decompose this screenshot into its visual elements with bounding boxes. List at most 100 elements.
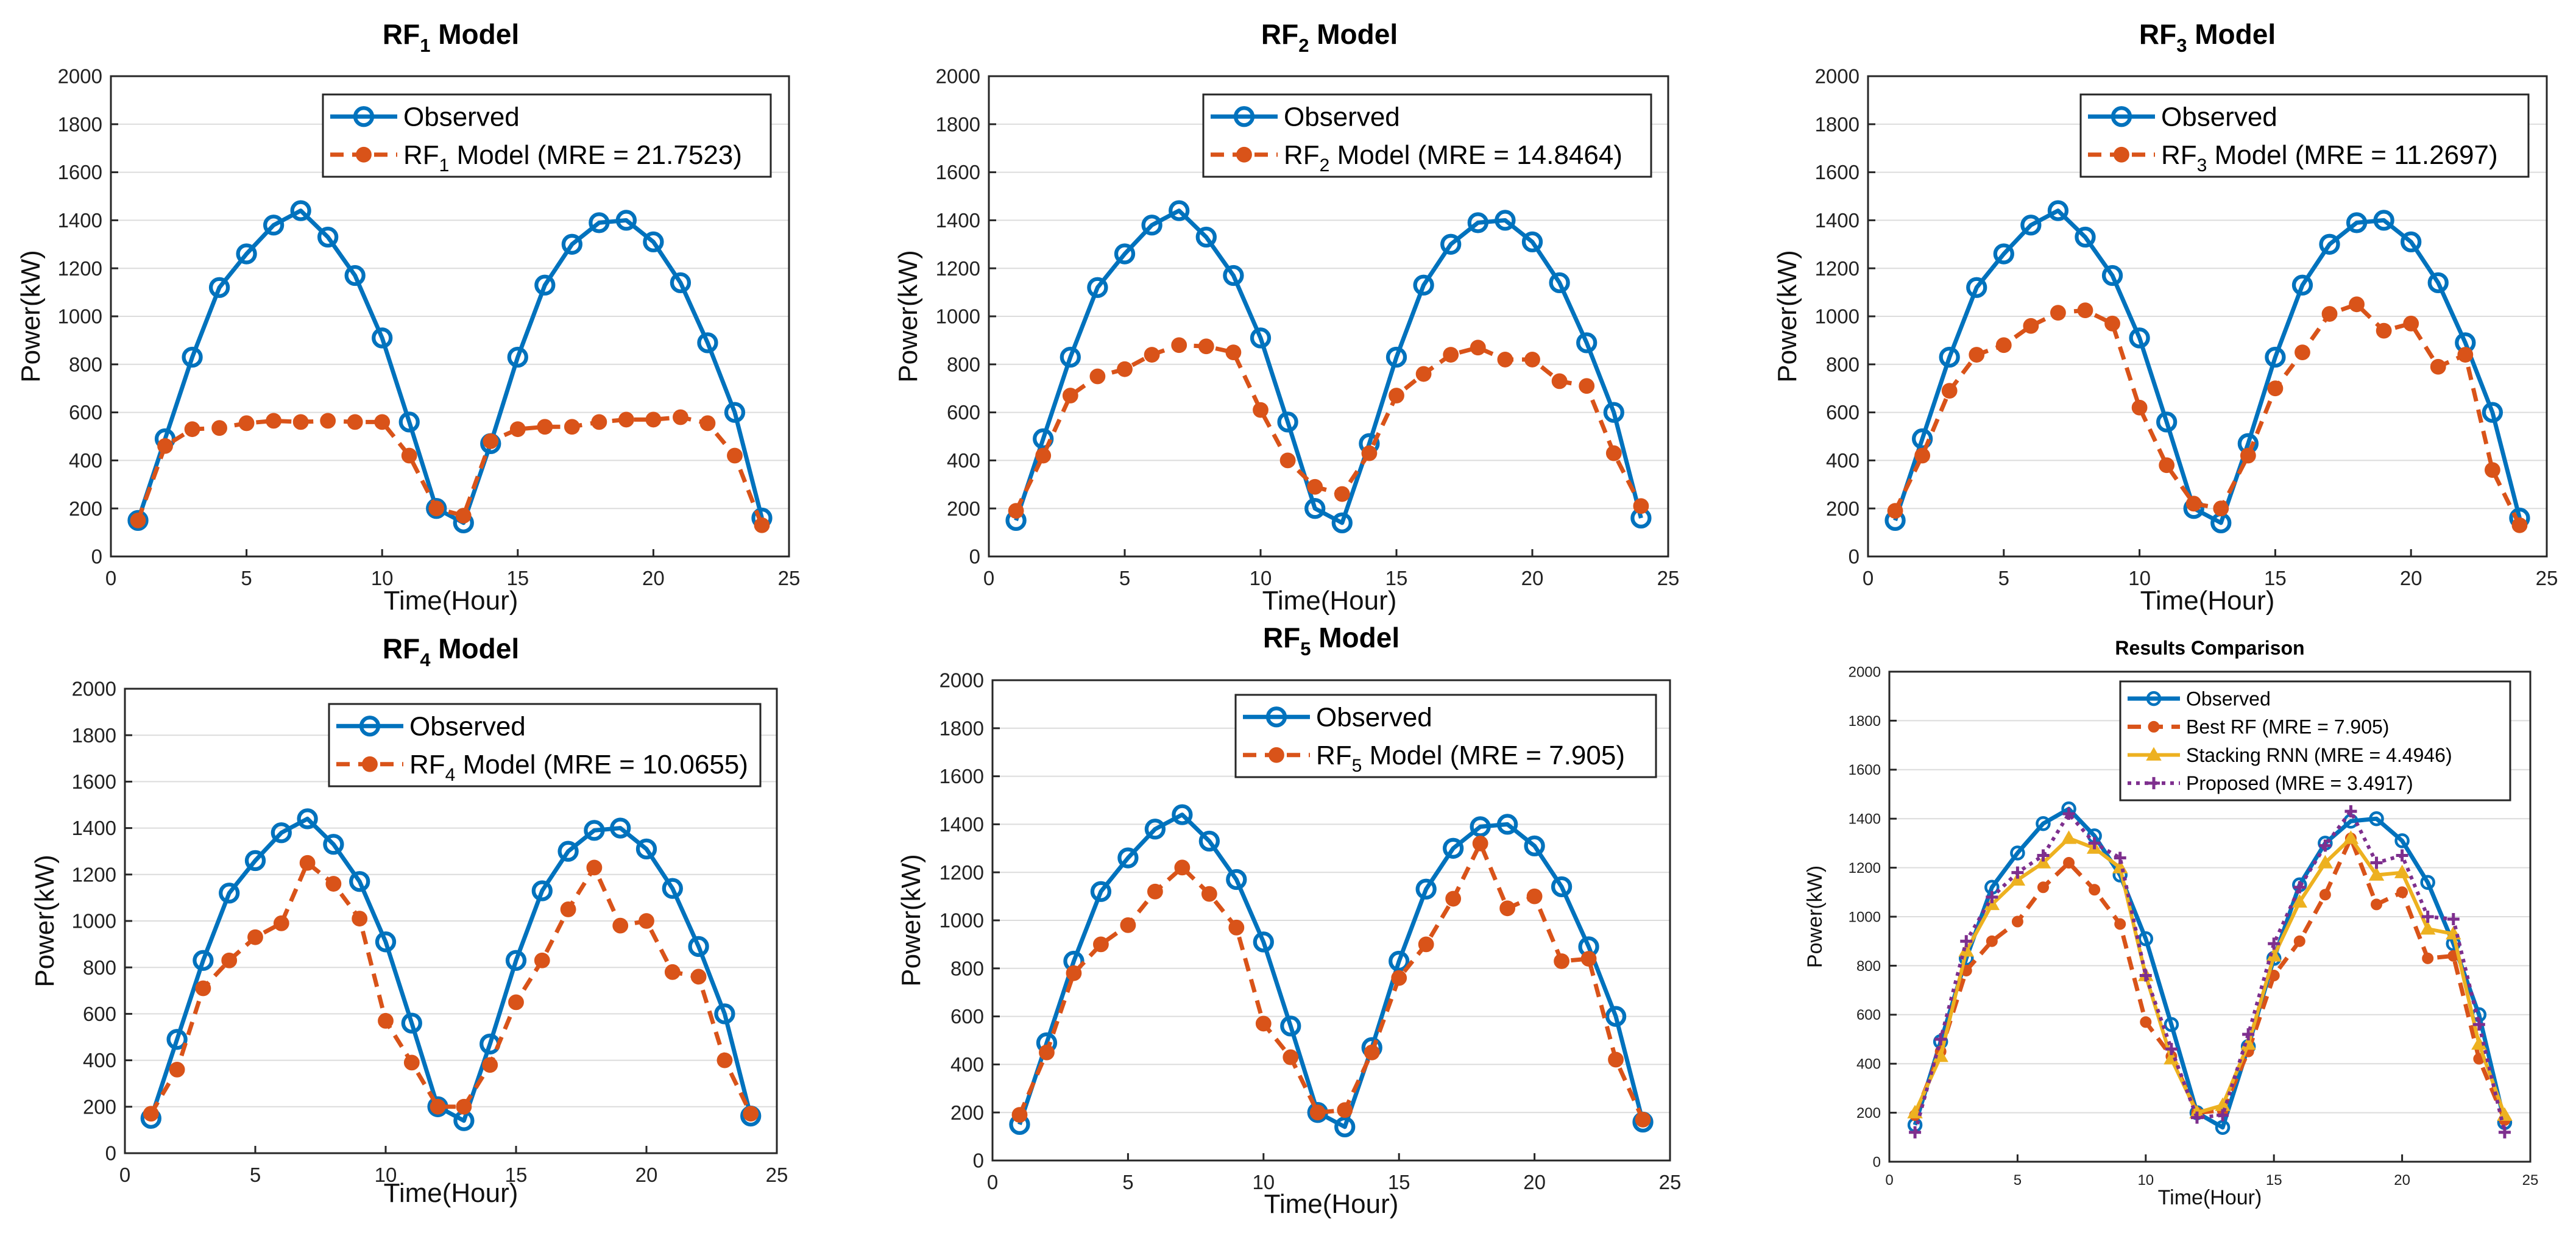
data-point xyxy=(323,834,344,855)
data-point xyxy=(1144,347,1160,363)
data-point xyxy=(534,274,556,296)
y-tick-label: 1800 xyxy=(1815,113,1859,135)
data-point xyxy=(374,414,391,430)
legend-label: Observed xyxy=(2186,688,2271,709)
data-point xyxy=(2020,215,2042,236)
legend-label: RF2 Model (MRE = 14.8464) xyxy=(1284,140,1622,176)
y-axis-label: Power(kW) xyxy=(896,854,926,987)
data-point xyxy=(1551,373,1568,389)
data-point xyxy=(643,231,664,253)
data-point xyxy=(2037,849,2050,862)
data-point xyxy=(2511,517,2528,533)
data-point xyxy=(292,414,309,430)
data-point xyxy=(1144,819,1166,840)
data-point xyxy=(1993,243,2014,265)
data-point xyxy=(263,215,285,236)
data-point xyxy=(635,838,657,860)
data-point xyxy=(1172,804,1193,825)
data-point xyxy=(1966,277,1987,298)
series-line xyxy=(1017,841,1645,1121)
data-point xyxy=(2419,921,2436,935)
data-point xyxy=(1470,816,1491,837)
rf3-model-panel: 0 5 10 15 20 25 0 200 400 600 800 1000 1200 1400 1600 1… xyxy=(1772,18,2558,616)
data-point xyxy=(1389,388,1404,403)
data-point xyxy=(1603,402,1624,423)
data-point xyxy=(2023,318,2039,334)
legend-label: Observed xyxy=(409,712,526,742)
data-point xyxy=(1986,935,1998,947)
legend-marker xyxy=(353,106,375,127)
data-point xyxy=(717,1052,733,1068)
x-axis-label: Time(Hour) xyxy=(1264,1189,1399,1219)
data-point xyxy=(2430,358,2446,375)
data-point xyxy=(401,447,417,464)
data-point xyxy=(1277,411,1298,433)
data-point xyxy=(157,438,173,454)
data-point xyxy=(2472,1018,2485,1031)
data-point xyxy=(509,421,526,438)
chart-title: RF3 Model xyxy=(2139,18,2276,56)
data-point xyxy=(169,1061,185,1078)
data-point xyxy=(325,876,342,892)
data-point xyxy=(1223,265,1244,286)
data-point xyxy=(584,820,605,841)
data-point xyxy=(221,952,238,969)
data-point xyxy=(537,419,553,435)
legend-marker xyxy=(2146,747,2162,761)
data-point xyxy=(1939,346,1960,368)
legend: Observed RF2 Model (MRE = 14.8464) xyxy=(1202,93,1652,178)
data-point xyxy=(1250,327,1272,349)
data-point xyxy=(2217,1109,2229,1121)
data-point xyxy=(1472,836,1488,851)
data-point xyxy=(130,513,146,528)
data-point xyxy=(2159,457,2175,474)
data-point xyxy=(2037,881,2049,894)
y-tick-label: 400 xyxy=(1856,1056,1881,1073)
series-line xyxy=(1913,836,2507,1116)
data-point xyxy=(2401,231,2422,253)
data-point xyxy=(1608,1051,1624,1068)
legend-box xyxy=(2079,93,2530,178)
data-point xyxy=(403,1054,420,1071)
y-tick-label: 600 xyxy=(1856,1007,1881,1023)
data-point xyxy=(2447,913,2460,926)
data-point xyxy=(1499,900,1516,917)
data-point xyxy=(482,1057,498,1073)
x-axis-label: Time(Hour) xyxy=(384,1178,518,1208)
data-point xyxy=(690,969,707,985)
y-tick-label: 1400 xyxy=(939,813,984,836)
data-point xyxy=(2165,1043,2178,1056)
data-point xyxy=(344,265,366,286)
data-point xyxy=(271,822,292,844)
legend-marker xyxy=(362,756,378,772)
series-observed xyxy=(1009,804,1654,1137)
legend-label: RF4 Model (MRE = 10.0655) xyxy=(409,750,748,785)
series-line xyxy=(1893,208,2522,525)
y-tick-label: 1600 xyxy=(58,161,102,183)
legend-label: Observed xyxy=(1316,703,1432,733)
data-point xyxy=(2370,856,2383,869)
y-axis-label: Power(kW) xyxy=(1803,865,1827,968)
data-point xyxy=(2484,462,2500,478)
legend-label: RF3 Model (MRE = 11.2697) xyxy=(2161,140,2498,176)
data-point xyxy=(688,936,709,958)
legend-marker xyxy=(2111,106,2132,127)
data-point xyxy=(591,414,607,430)
y-tick-label: 1200 xyxy=(1849,860,1881,876)
y-tick-label: 1200 xyxy=(939,861,984,884)
data-point xyxy=(1887,503,1903,519)
rf5-model-panel: 0 5 10 15 20 25 0 200 400 600 800 1000 1200 1400 1600 1… xyxy=(896,622,1681,1219)
y-tick-label: 1600 xyxy=(939,765,984,787)
data-point xyxy=(2104,315,2120,332)
x-tick-label: 10 xyxy=(2128,567,2151,589)
data-point xyxy=(561,233,582,255)
data-point xyxy=(2396,849,2408,862)
data-point xyxy=(1549,272,1570,293)
data-point xyxy=(2267,380,2284,397)
data-point xyxy=(699,415,716,432)
y-axis-label: Power(kW) xyxy=(893,250,923,383)
data-point xyxy=(2088,837,2101,850)
data-point xyxy=(2394,833,2410,848)
data-point xyxy=(1415,878,1437,900)
